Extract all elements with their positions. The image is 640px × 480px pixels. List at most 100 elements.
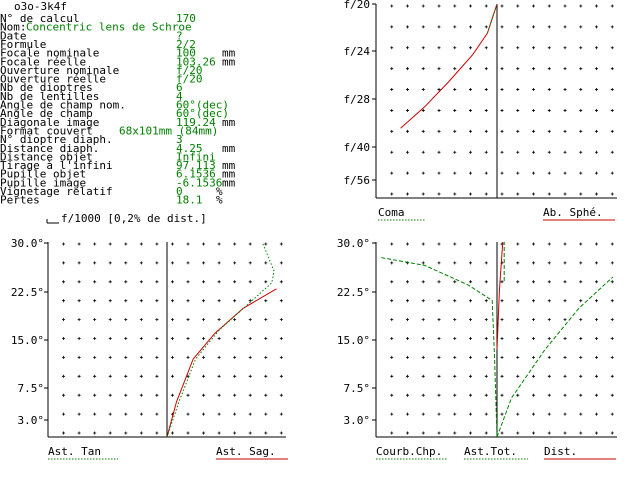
grid-mark [139, 431, 143, 435]
grid-mark [547, 280, 551, 284]
grid-mark [406, 67, 410, 71]
grid-mark [108, 299, 112, 303]
grid-mark [217, 412, 221, 416]
grid-mark [233, 299, 237, 303]
grid-mark [516, 318, 520, 322]
series-line [166, 288, 277, 438]
info-unit: mm [222, 142, 236, 155]
grid-mark [563, 108, 567, 112]
grid-mark [93, 355, 97, 359]
y-tick-label: f/40 [344, 141, 371, 154]
scale-note: f/1000 [0,2% de dist.] [46, 212, 207, 225]
grid-mark [563, 374, 567, 378]
grid-mark [390, 412, 394, 416]
grid-mark [453, 150, 457, 154]
info-label: Nom: [0, 21, 27, 34]
y-tick-label: 7.5° [344, 382, 371, 395]
grid-mark [186, 412, 190, 416]
grid-mark [233, 261, 237, 265]
grid-mark [202, 374, 206, 378]
grid-mark [484, 25, 488, 29]
grid-mark [248, 431, 252, 435]
grid-mark [532, 280, 536, 284]
grid-mark [390, 129, 394, 133]
grid-mark [547, 108, 551, 112]
grid-mark [62, 242, 66, 246]
info-value: 6 [176, 81, 183, 94]
info-label: Nb de lentilles [0, 90, 99, 103]
grid-mark [77, 299, 81, 303]
grid-mark [579, 46, 583, 50]
grid-mark [579, 25, 583, 29]
grid-mark [484, 299, 488, 303]
grid-mark [202, 412, 206, 416]
info-value: 68x101mm (84mm) [119, 124, 218, 137]
grid-mark [579, 88, 583, 92]
info-value: 119.24 [176, 116, 216, 129]
grid-mark [532, 261, 536, 265]
grid-mark [547, 242, 551, 246]
grid-mark [233, 242, 237, 246]
grid-mark [62, 431, 66, 435]
grid-mark [202, 337, 206, 340]
grid-mark [516, 393, 520, 397]
grid-mark [453, 280, 457, 284]
grid-marks [390, 4, 614, 196]
grid-mark [437, 46, 441, 50]
grid-mark [390, 355, 394, 359]
grid-mark [610, 299, 614, 303]
grid-mark [108, 337, 112, 340]
grid-mark [484, 374, 488, 378]
grid-mark [390, 261, 394, 265]
grid-mark [155, 393, 159, 397]
grid-mark [93, 374, 97, 378]
grid-mark [421, 25, 425, 29]
grid-mark [532, 150, 536, 154]
grid-mark [579, 171, 583, 175]
grid-mark [437, 108, 441, 112]
grid-mark [469, 374, 473, 378]
grid-mark [563, 299, 567, 303]
grid-mark [139, 412, 143, 416]
grid-mark [500, 318, 504, 322]
grid-mark [155, 337, 159, 340]
grid-mark [500, 337, 504, 340]
grid-mark [108, 242, 112, 246]
grid-mark [500, 171, 504, 175]
series-line [496, 276, 614, 438]
grid-mark [437, 192, 441, 196]
grid-mark [421, 108, 425, 112]
grid-mark [108, 318, 112, 322]
grid-mark [124, 261, 128, 265]
grid-mark [233, 412, 237, 416]
grid-mark [233, 318, 237, 322]
grid-mark [453, 318, 457, 322]
grid-mark [563, 318, 567, 322]
info-value: 4 [176, 90, 183, 103]
grid-mark [595, 25, 599, 29]
info-value: 103.26 [176, 55, 216, 68]
grid-mark [610, 192, 614, 196]
series-line [496, 241, 504, 350]
legend-label: Ast. Tan [48, 445, 101, 458]
grid-mark [610, 280, 614, 284]
grid-mark [500, 299, 504, 303]
grid-mark [595, 108, 599, 112]
grid-mark [406, 337, 410, 340]
info-label: Pupille image [0, 176, 86, 189]
grid-mark [124, 318, 128, 322]
grid-mark [139, 280, 143, 284]
grid-mark [595, 337, 599, 340]
grid-mark [437, 25, 441, 29]
grid-mark [202, 431, 206, 435]
grid-mark [202, 318, 206, 322]
grid-mark [516, 242, 520, 246]
grid-mark [484, 412, 488, 416]
grid-mark [595, 192, 599, 196]
grid-mark [484, 129, 488, 133]
grid-mark [437, 412, 441, 416]
grid-mark [217, 242, 221, 246]
grid-mark [500, 393, 504, 397]
grid-mark [202, 355, 206, 359]
grid-mark [93, 242, 97, 246]
